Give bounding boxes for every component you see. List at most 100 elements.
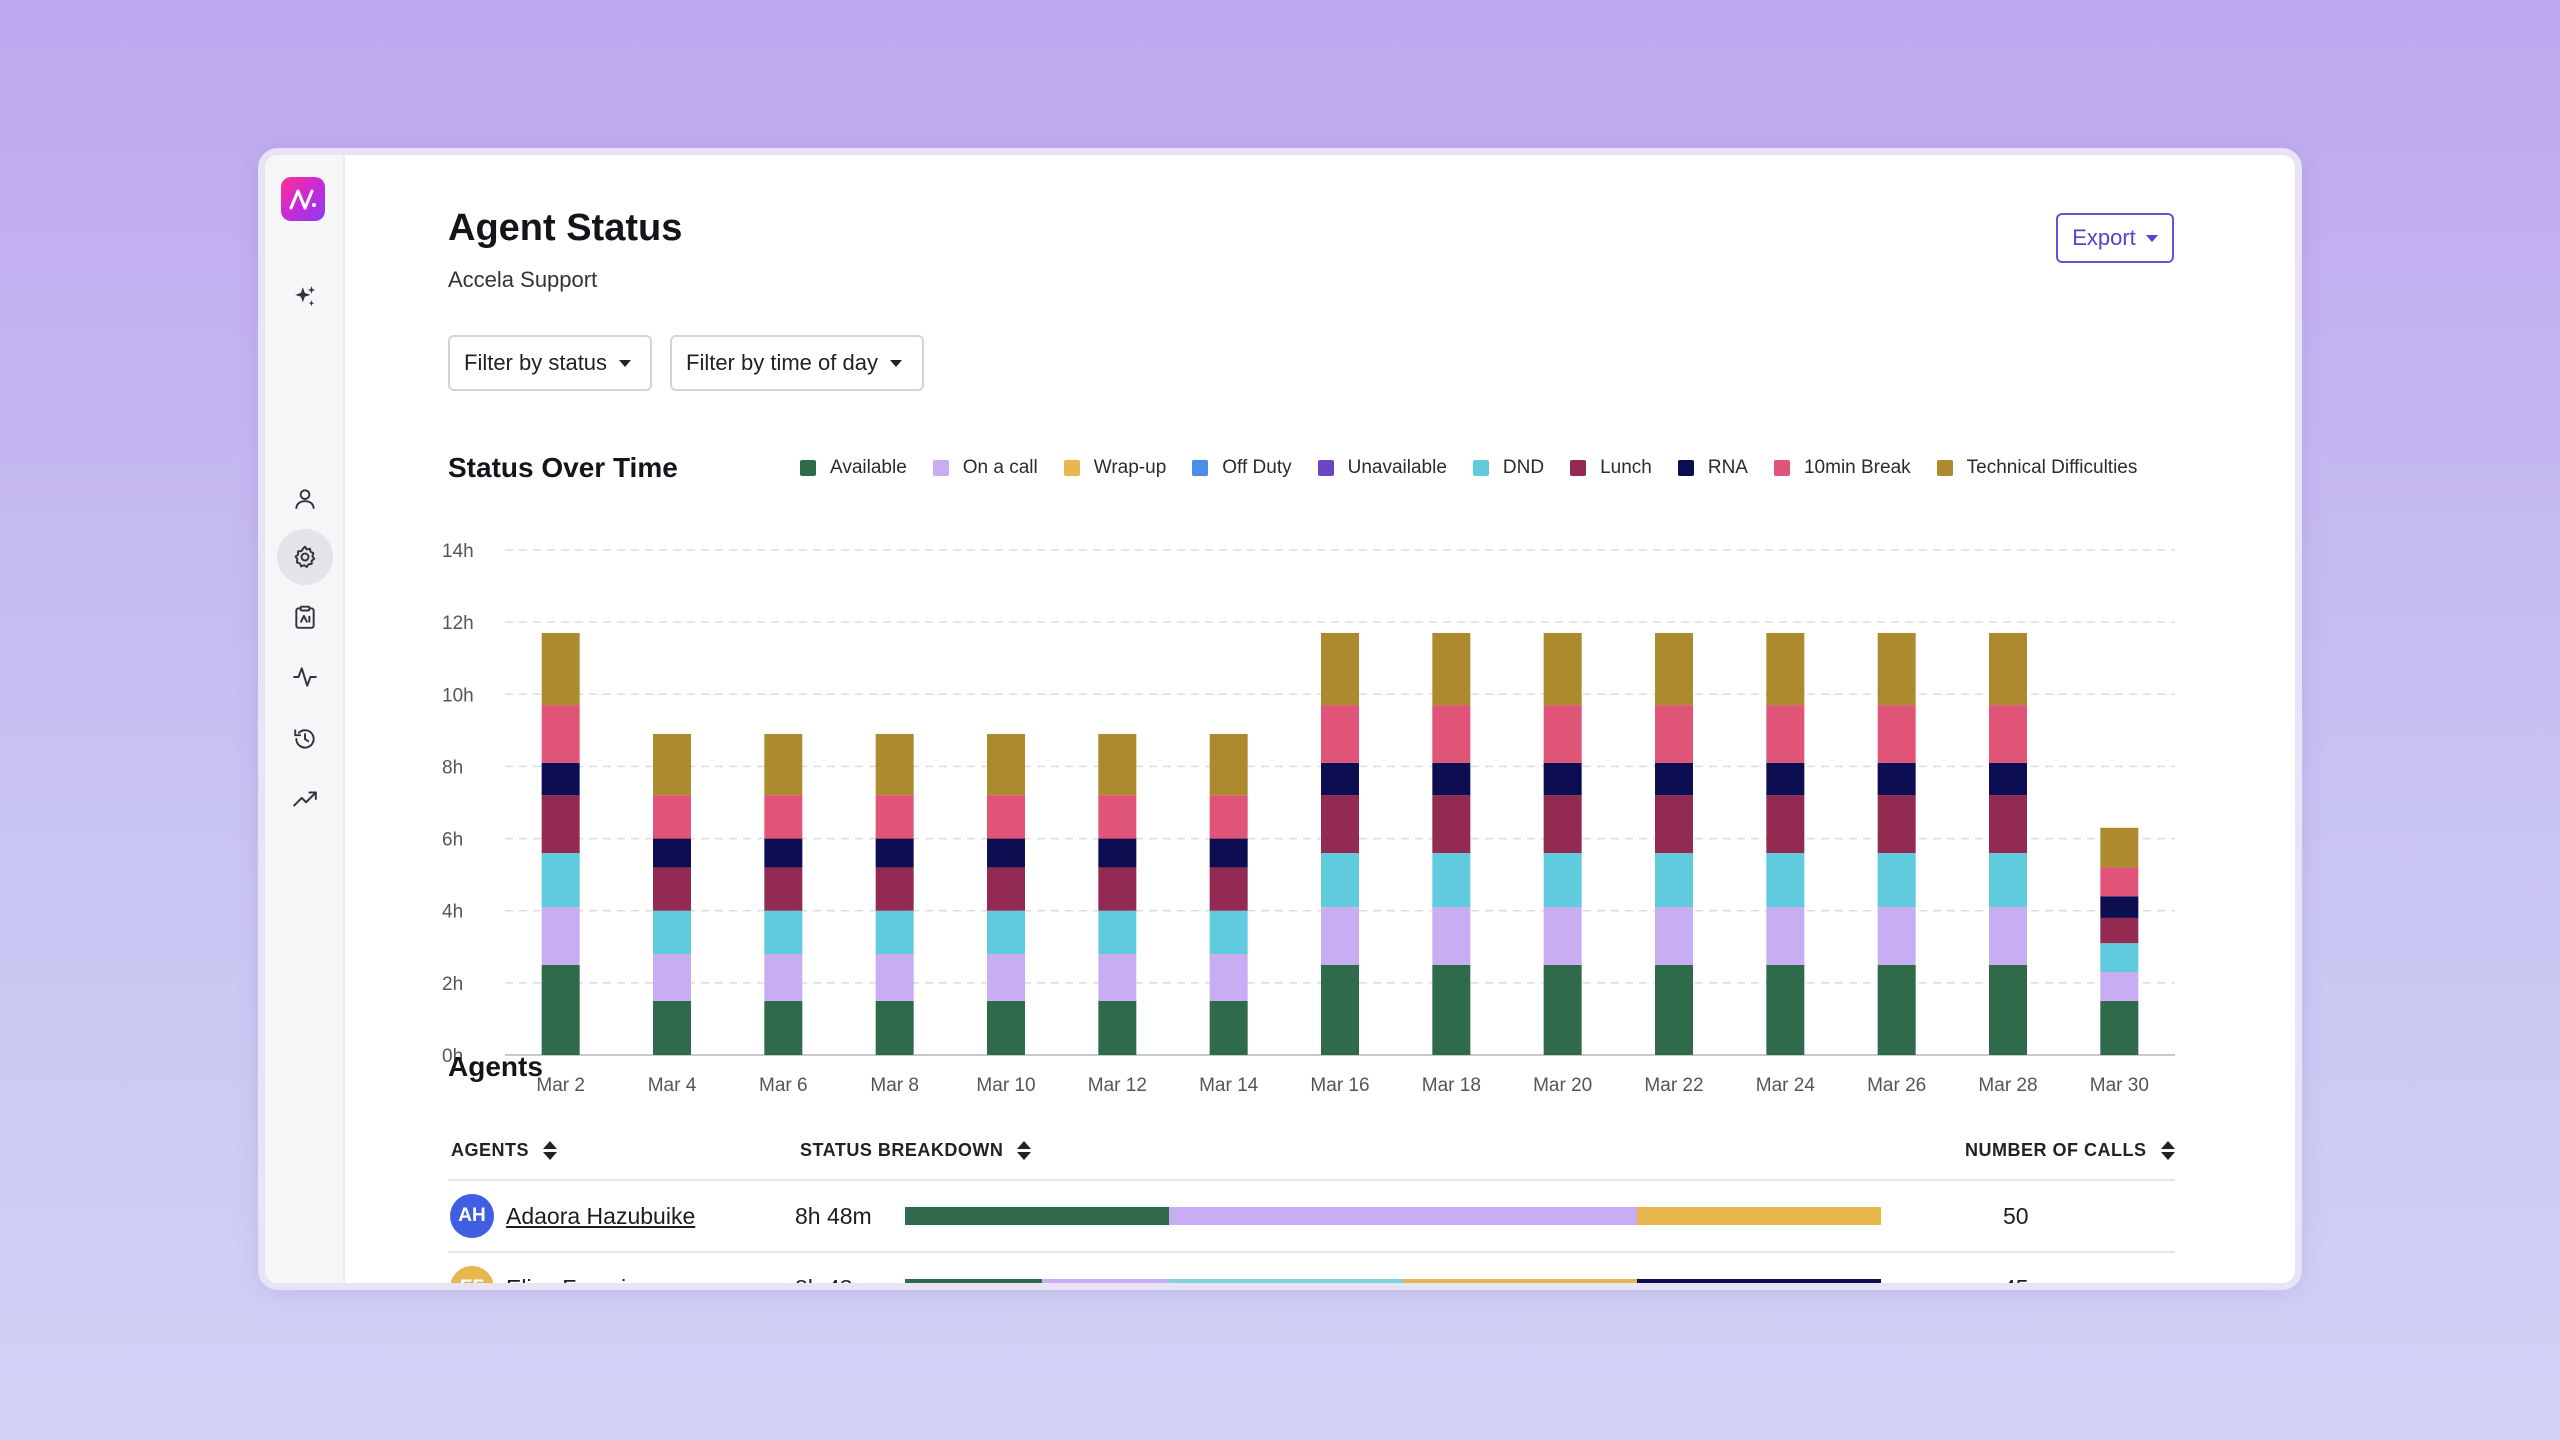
agent-name-link[interactable]: Adaora Hazubuike <box>506 1203 696 1229</box>
y-tick-label: 4h <box>442 902 463 923</box>
legend-item[interactable]: Unavailable <box>1317 457 1447 479</box>
bar-segment <box>875 910 914 954</box>
bar-segment <box>541 632 580 706</box>
bar-segment <box>1989 795 2027 853</box>
column-header-label: NUMBER OF CALLS <box>1965 1140 2147 1160</box>
agent-name-link[interactable]: Eliza Francis <box>506 1275 638 1290</box>
bar-segment <box>1098 795 1137 839</box>
bar-segment <box>2100 867 2139 897</box>
filter-by-status-dropdown[interactable]: Filter by status <box>448 335 652 391</box>
bar-segment <box>987 1000 1025 1055</box>
avatar: AH <box>450 1194 494 1238</box>
sidebar-item-trends[interactable] <box>277 771 333 827</box>
legend-item[interactable]: Lunch <box>1570 457 1652 479</box>
bar-segment <box>875 1000 914 1055</box>
bar-segment <box>1766 705 1805 763</box>
bar-segment <box>1543 853 1582 908</box>
sidebar-item-ai[interactable] <box>277 269 333 325</box>
bar-segment <box>1655 853 1693 908</box>
main-content: Agent Status Accela Support Export Filte… <box>345 155 2295 1283</box>
bar-segment <box>1766 907 1805 965</box>
bar-segment <box>1877 795 1916 853</box>
bar-segment <box>764 867 803 911</box>
legend-item[interactable]: 10min Break <box>1773 457 1911 479</box>
status-breakdown-bar <box>905 1207 1881 1225</box>
bar-segment <box>987 795 1025 839</box>
export-button[interactable]: Export <box>2056 213 2174 263</box>
sort-icon <box>1017 1141 1032 1160</box>
legend-label: Unavailable <box>1347 457 1447 478</box>
legend-label: Off Duty <box>1222 457 1292 478</box>
bar-segment <box>541 762 580 796</box>
sidebar-item-activity[interactable] <box>277 649 333 705</box>
legend-item[interactable]: Available <box>800 457 907 479</box>
bar-segment <box>1098 954 1137 1001</box>
bar-segment <box>653 1000 691 1055</box>
bar-segment <box>1655 795 1693 853</box>
y-tick-label: 8h <box>442 757 463 778</box>
legend-swatch <box>1677 460 1694 476</box>
bar-segment <box>1321 853 1359 908</box>
y-tick-label: 14h <box>442 541 474 562</box>
legend-label: On a call <box>962 457 1038 478</box>
bar-segment <box>1432 632 1471 706</box>
sidebar-item-users[interactable] <box>277 471 333 527</box>
table-row[interactable]: EF Eliza Francis 8h 48m 45 <box>448 1253 2175 1290</box>
bar-segment <box>1877 964 1916 1055</box>
chevron-down-icon <box>889 359 902 367</box>
breakdown-segment <box>1168 1279 1403 1283</box>
legend-item[interactable]: RNA <box>1677 457 1748 479</box>
filter-by-time-dropdown[interactable]: Filter by time of day <box>670 335 924 391</box>
legend-item[interactable]: Technical Difficulties <box>1936 457 2137 479</box>
legend-label: Lunch <box>1600 457 1652 478</box>
breakdown-segment <box>1636 1207 1881 1225</box>
sidebar-item-settings[interactable] <box>277 529 333 585</box>
bar-segment <box>1766 964 1805 1055</box>
x-tick-label: Mar 18 <box>1422 1075 1481 1096</box>
logo-mark-icon <box>289 189 316 210</box>
bar-segment <box>764 838 803 868</box>
bar-segment <box>1766 762 1805 796</box>
bar-segment <box>1432 853 1471 908</box>
bar-segment <box>875 954 914 1001</box>
bar-segment <box>987 910 1025 954</box>
app-window: Agent Status Accela Support Export Filte… <box>258 148 2302 1290</box>
table-row[interactable]: AH Adaora Hazubuike 8h 48m 50 <box>448 1181 2175 1251</box>
bar-segment <box>764 795 803 839</box>
legend-swatch <box>800 460 816 476</box>
bar-segment <box>1877 632 1916 706</box>
sidebar-item-clipboard[interactable] <box>277 589 333 645</box>
agent-total-time: 8h 48m <box>795 1275 872 1290</box>
breakdown-segment <box>905 1207 1169 1225</box>
column-header-status-breakdown[interactable]: STATUS BREAKDOWN <box>800 1140 1032 1161</box>
status-breakdown-bar <box>905 1279 1881 1283</box>
bar-segment <box>1321 705 1359 763</box>
agent-number-of-calls: 45 <box>2003 1275 2029 1290</box>
x-tick-label: Mar 14 <box>1199 1075 1259 1096</box>
x-tick-label: Mar 24 <box>1756 1075 1816 1096</box>
export-label: Export <box>2072 225 2136 250</box>
app-logo[interactable] <box>281 177 325 221</box>
bar-segment <box>1655 964 1693 1055</box>
legend-item[interactable]: DND <box>1472 457 1544 479</box>
chevron-down-icon <box>619 359 632 367</box>
legend-item[interactable]: Off Duty <box>1192 457 1292 479</box>
legend-swatch <box>1936 460 1953 476</box>
bar-segment <box>1209 838 1248 868</box>
bar-segment <box>1766 632 1805 706</box>
y-tick-label: 6h <box>442 830 463 851</box>
x-tick-label: Mar 22 <box>1644 1075 1703 1096</box>
bar-segment <box>1432 964 1471 1055</box>
sidebar-item-history[interactable] <box>277 711 333 767</box>
bar-segment <box>764 1000 803 1055</box>
bar-segment <box>1989 632 2027 706</box>
bar-segment <box>875 733 914 796</box>
column-header-agents[interactable]: AGENTS <box>451 1140 558 1161</box>
bar-segment <box>1098 733 1137 796</box>
bar-segment <box>1989 964 2027 1055</box>
legend-item[interactable]: On a call <box>932 457 1038 479</box>
breakdown-segment <box>905 1279 1042 1283</box>
bar-segment <box>2100 917 2139 944</box>
legend-item[interactable]: Wrap-up <box>1063 457 1166 479</box>
column-header-number-of-calls[interactable]: NUMBER OF CALLS <box>1965 1140 2175 1161</box>
